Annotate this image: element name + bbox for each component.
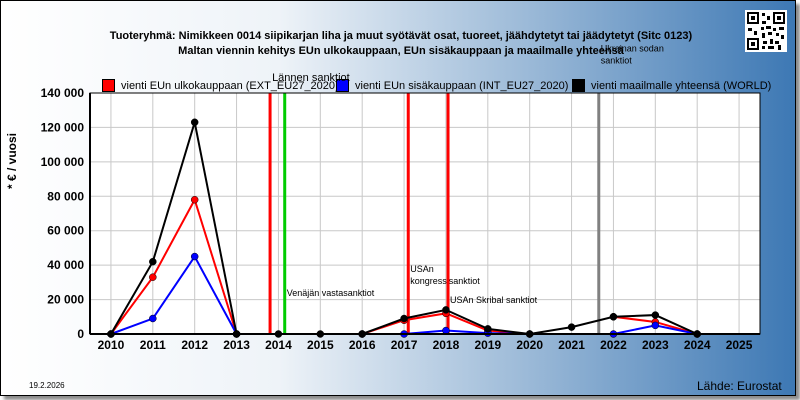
x-tick-label: 2021 xyxy=(558,338,585,352)
date-stamp: 19.2.2026 xyxy=(29,381,65,390)
legend-item-world: vienti maailmalle yhteensä (WORLD) xyxy=(572,79,771,92)
data-point-int xyxy=(149,314,157,323)
y-tick-label: 100 000 xyxy=(41,155,85,169)
x-tick-label: 2011 xyxy=(140,338,166,352)
x-tick-label: 2016 xyxy=(349,338,376,352)
plot-area xyxy=(90,93,760,334)
y-tick-label: 20 000 xyxy=(47,293,84,307)
x-tick-label: 2015 xyxy=(307,338,334,352)
legend-label-world: vienti maailmalle yhteensä (WORLD) xyxy=(591,79,772,92)
data-point-int xyxy=(190,252,199,261)
y-tick-label: 60 000 xyxy=(47,224,84,238)
x-tick-label: 2010 xyxy=(98,338,125,352)
x-tick-label: 2022 xyxy=(600,338,627,352)
y-tick-label: 80 000 xyxy=(47,189,84,203)
legend-item-ext: vienti EUn ulkokauppaan (EXT_EU27_2020) xyxy=(102,79,339,92)
data-point-world xyxy=(484,325,492,333)
source-label: Lähde: Eurostat xyxy=(697,379,782,393)
data-point-world xyxy=(400,314,408,323)
event-label: Venäjän vastasanktiot xyxy=(287,288,375,298)
chart-subtitle: Maltan viennin kehitys EUn ulkokauppaan,… xyxy=(178,45,624,57)
data-point-world xyxy=(149,257,157,266)
x-tick-label: 2012 xyxy=(181,338,208,352)
legend-swatch-ext xyxy=(102,79,115,92)
data-point-world xyxy=(609,313,618,321)
x-tick-label: 2014 xyxy=(265,338,292,352)
x-tick-label: 2019 xyxy=(474,338,501,352)
legend-label-ext: vienti EUn ulkokauppaan (EXT_EU27_2020) xyxy=(121,79,339,92)
chart-title: Tuoteryhmä: Nimikkeen 0014 siipikarjan l… xyxy=(109,30,693,42)
data-point-ext xyxy=(149,273,157,281)
data-point-world xyxy=(567,323,576,331)
legend-swatch-world xyxy=(572,79,585,92)
qr-code-icon xyxy=(745,10,787,52)
y-tick-label: 140 000 xyxy=(41,86,85,100)
x-tick-label: 2020 xyxy=(516,338,543,352)
x-tick-label: 2018 xyxy=(433,338,460,352)
event-label: sanktiot xyxy=(601,56,633,66)
data-point-int xyxy=(651,321,660,330)
data-point-world xyxy=(651,311,660,319)
y-tick-label: 120 000 xyxy=(41,120,85,134)
x-tick-label: 2017 xyxy=(391,338,418,352)
data-point-world xyxy=(442,306,450,314)
event-label: kongressisanktiot xyxy=(410,276,480,286)
legend-label-int: vienti EUn sisäkauppaan (INT_EU27_2020) xyxy=(355,79,569,92)
data-point-ext xyxy=(190,195,199,204)
series-line-int xyxy=(110,254,238,335)
series-line-ext xyxy=(110,197,238,335)
plot-border xyxy=(89,92,761,335)
event-label: USAn Skribal sanktiot xyxy=(450,295,538,305)
x-tick-label: 2025 xyxy=(726,338,753,352)
x-tick-label: 2024 xyxy=(684,338,711,352)
y-tick-label: 0 xyxy=(77,327,84,341)
x-tick-label: 2013 xyxy=(223,338,250,352)
event-label: USAn xyxy=(410,264,434,274)
y-tick-label: 40 000 xyxy=(47,258,84,272)
data-point-world xyxy=(190,118,199,127)
legend-swatch-int xyxy=(336,79,349,92)
x-tick-label: 2023 xyxy=(642,338,669,352)
event-label: Lännen sanktiot xyxy=(272,72,350,84)
event-label: Ukrainan sodan xyxy=(601,44,664,54)
legend-item-int: vienti EUn sisäkauppaan (INT_EU27_2020) xyxy=(336,79,568,92)
